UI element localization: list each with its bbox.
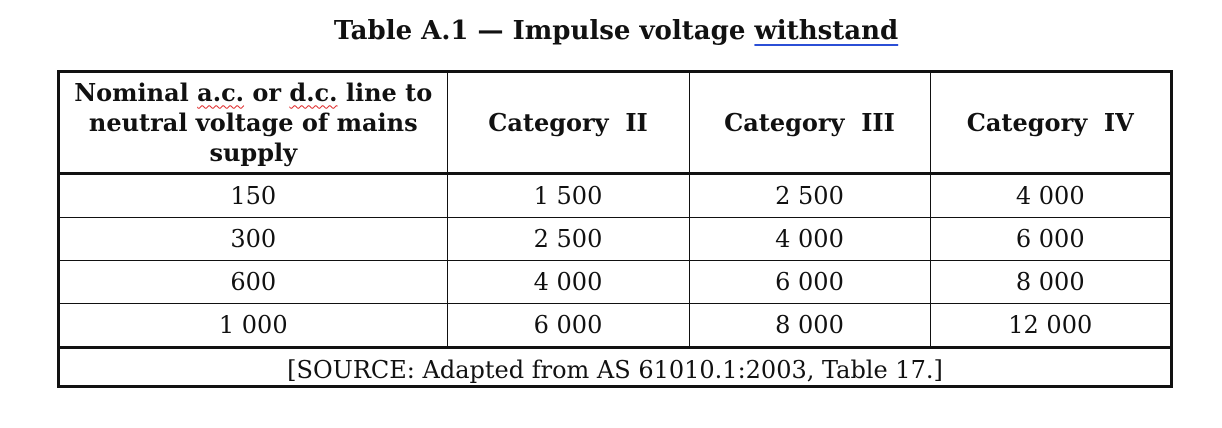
cell-category-iii: 6 000 — [688, 260, 931, 304]
table-header-row: Nominal a.c. or d.c. line to neutral vol… — [60, 73, 1170, 175]
cell-category-iv: 6 000 — [929, 217, 1170, 261]
cell-category-iv: 12 000 — [929, 303, 1170, 349]
header-category-iv: Category IV — [929, 73, 1170, 175]
cell-nominal: 150 — [60, 173, 448, 218]
table-source-row: [SOURCE: Adapted from AS 61010.1:2003, T… — [60, 347, 1170, 391]
cell-category-iii: 2 500 — [688, 173, 931, 218]
cell-nominal: 300 — [60, 217, 448, 261]
table-row: 1 000 6 000 8 000 12 000 — [60, 303, 1170, 349]
table-row: 150 1 500 2 500 4 000 — [60, 173, 1170, 218]
spellcheck-dc: d.c. — [289, 77, 338, 107]
impulse-voltage-table: Nominal a.c. or d.c. line to neutral vol… — [57, 70, 1173, 391]
cell-category-iv: 4 000 — [929, 173, 1170, 218]
cell-category-ii: 2 500 — [446, 217, 690, 261]
header-category-ii: Category II — [446, 73, 690, 175]
cell-category-iii: 4 000 — [688, 217, 931, 261]
cell-nominal: 600 — [60, 260, 448, 304]
cell-category-ii: 1 500 — [446, 173, 690, 218]
cell-category-ii: 4 000 — [446, 260, 690, 304]
cell-category-iv: 8 000 — [929, 260, 1170, 304]
header-category-iii: Category III — [688, 73, 931, 175]
table-row: 600 4 000 6 000 8 000 — [60, 260, 1170, 304]
table-source-note: [SOURCE: Adapted from AS 61010.1:2003, T… — [60, 347, 1170, 391]
table-title-underlined-word: withstand — [754, 16, 899, 46]
cell-nominal: 1 000 — [60, 303, 448, 349]
spellcheck-ac: a.c. — [197, 77, 245, 107]
cell-category-iii: 8 000 — [688, 303, 931, 349]
table-title-text: Table A.1 — Impulse voltage — [333, 16, 755, 46]
table-row: 300 2 500 4 000 6 000 — [60, 217, 1170, 261]
table-title: Table A.1 — Impulse voltage withstand — [0, 16, 1222, 46]
cell-category-ii: 6 000 — [446, 303, 690, 349]
header-nominal-voltage: Nominal a.c. or d.c. line to neutral vol… — [60, 73, 448, 175]
